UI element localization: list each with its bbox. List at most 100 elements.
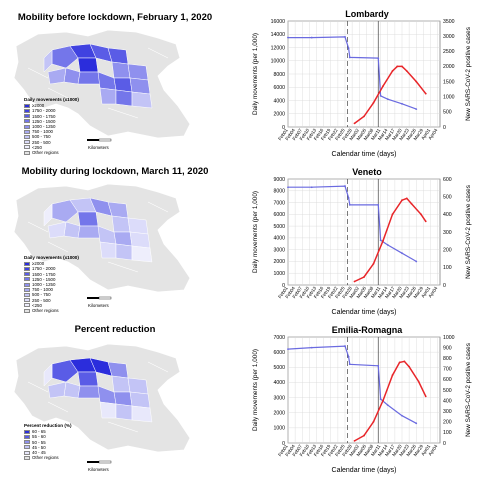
legend-swatch xyxy=(24,124,30,129)
x-tick-label: Mar26 xyxy=(405,443,417,457)
x-tick-label: Mar14 xyxy=(377,443,389,457)
y-tick-label: 2000 xyxy=(273,411,285,417)
y-tick-label: 2000 xyxy=(273,112,285,118)
province-shape xyxy=(77,225,101,239)
x-tick-label: Mar11 xyxy=(370,285,382,299)
legend-item: 1000 - 1250 xyxy=(24,124,79,129)
y-right-tick-label: 1000 xyxy=(443,335,455,341)
mobility-point xyxy=(287,36,289,39)
x-tick-label: Feb04 xyxy=(284,285,296,299)
mobility-point xyxy=(348,204,351,206)
y-axis-label: Daily movements (per 1,000) xyxy=(252,349,259,431)
chart-veneto: Feb01Feb04Feb07Feb10Feb13Feb16Feb19Feb22… xyxy=(252,177,472,316)
y-tick-label: 0 xyxy=(282,441,285,447)
cases-point xyxy=(420,213,422,216)
y-tick-label: 6000 xyxy=(273,212,285,218)
x-tick-label: Mar17 xyxy=(384,285,396,299)
province-shape xyxy=(115,243,133,261)
x-tick-label: Feb16 xyxy=(313,127,325,141)
mobility-line xyxy=(287,345,417,424)
y-right-axis-label: New SARS-CoV-2 positive cases xyxy=(465,185,472,279)
x-tick-label: Feb19 xyxy=(320,127,332,141)
x-axis-label: Calendar time (days) xyxy=(332,309,397,316)
legend-item: 250 - 500 xyxy=(24,298,79,303)
legend-label: ≥2000 xyxy=(32,261,45,267)
x-tick-label: Mar29 xyxy=(413,127,425,141)
province-shape xyxy=(77,371,99,387)
map-legend: Daily movements (x1000) ≥2000 1750 - 2000… xyxy=(24,97,79,155)
cases-point xyxy=(408,365,411,368)
province-shape xyxy=(77,385,101,399)
cases-point xyxy=(424,220,427,223)
x-tick-label: Feb19 xyxy=(320,443,332,457)
x-tick-label: Feb10 xyxy=(299,285,311,299)
legend-label: 1250 - 1500 xyxy=(32,276,56,282)
legend-item: 45 - 50 xyxy=(24,445,71,450)
cases-point xyxy=(405,197,408,200)
x-tick-label: Mar11 xyxy=(370,127,382,141)
legend-item: 1500 - 1750 xyxy=(24,114,79,119)
x-tick-label: Feb22 xyxy=(327,443,339,457)
province-shape xyxy=(131,245,153,263)
x-tick-label: Apr04 xyxy=(427,127,438,140)
x-tick-label: Mar26 xyxy=(405,127,417,141)
x-tick-label: Feb28 xyxy=(341,285,353,299)
province-shape xyxy=(115,89,133,107)
cases-point xyxy=(353,280,356,283)
legend-label: 45 - 50 xyxy=(32,444,46,450)
legend-item: 50 - 55 xyxy=(24,440,71,445)
x-tick-label: Feb25 xyxy=(334,127,346,141)
mobility-point xyxy=(348,56,351,59)
legend-item: 750 - 1000 xyxy=(24,287,79,292)
province-shape xyxy=(127,217,149,235)
legend-label: <250 xyxy=(32,144,42,150)
x-tick-label: Feb10 xyxy=(299,443,311,457)
legend-label: 250 - 500 xyxy=(32,139,51,145)
x-tick-label: Feb07 xyxy=(291,443,303,457)
y-right-tick-label: 500 xyxy=(443,194,452,200)
legend-swatch xyxy=(24,119,30,124)
legend-swatch xyxy=(24,277,30,282)
x-tick-label: Mar23 xyxy=(398,285,410,299)
x-tick-label: Feb01 xyxy=(277,443,289,457)
cases-line xyxy=(354,65,427,125)
cases-point xyxy=(372,262,375,265)
cases-point xyxy=(398,361,401,364)
x-tick-label: Mar23 xyxy=(398,127,410,141)
cases-point xyxy=(405,70,408,72)
legend-label: 1250 - 1500 xyxy=(32,118,56,124)
mobility-point xyxy=(287,348,289,351)
y-axis-label: Daily movements (per 1,000) xyxy=(252,33,259,115)
x-tick-label: Mar05 xyxy=(356,285,368,299)
x-tick-label: Mar14 xyxy=(377,127,389,141)
mobility-point xyxy=(377,204,380,206)
legend-swatch xyxy=(24,455,30,460)
cases-point xyxy=(391,70,394,72)
y-right-tick-label: 100 xyxy=(443,265,452,271)
italy-map-reduction xyxy=(13,343,191,452)
cases-point xyxy=(401,65,403,68)
legend-swatch xyxy=(24,429,30,434)
x-tick-label: Feb04 xyxy=(284,443,296,457)
legend-item: 1250 - 1500 xyxy=(24,119,79,124)
y-tick-label: 3000 xyxy=(273,395,285,401)
province-shape xyxy=(129,391,151,409)
legend-label: 1750 - 2000 xyxy=(32,108,56,114)
province-shape xyxy=(131,405,153,423)
x-tick-label: Apr01 xyxy=(420,285,431,298)
y-right-tick-label: 500 xyxy=(443,388,452,394)
legend-item: <250 xyxy=(24,303,79,308)
x-tick-label: Feb28 xyxy=(341,127,353,141)
y-right-tick-label: 2500 xyxy=(443,49,455,55)
y-right-tick-label: 0 xyxy=(443,441,446,447)
legend-swatch xyxy=(24,129,30,134)
province-shape xyxy=(77,71,101,85)
y-tick-label: 4000 xyxy=(273,236,285,242)
x-tick-label: Feb07 xyxy=(291,127,303,141)
cases-point xyxy=(382,239,384,242)
x-tick-label: Feb10 xyxy=(299,127,311,141)
mobility-point xyxy=(310,186,313,189)
x-axis-label: Calendar time (days) xyxy=(332,467,397,474)
x-tick-label: Mar23 xyxy=(398,443,410,457)
mobility-point xyxy=(287,186,289,189)
